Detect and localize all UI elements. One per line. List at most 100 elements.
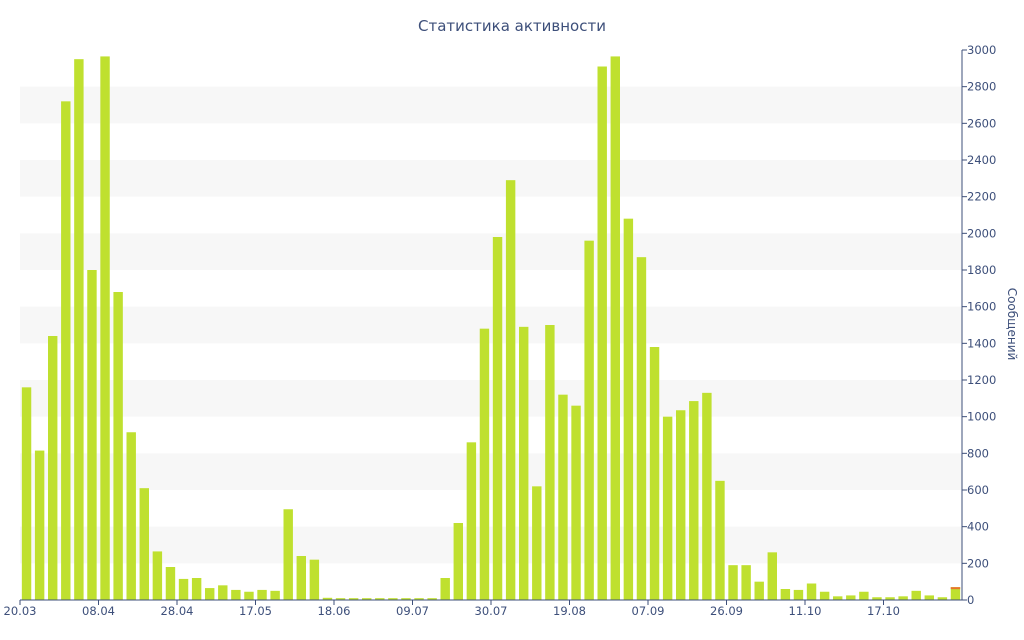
bar	[610, 56, 620, 601]
bar	[231, 589, 241, 600]
bar	[21, 387, 32, 600]
bar	[61, 101, 71, 600]
bar	[375, 598, 385, 600]
bar	[296, 556, 306, 600]
y-axis-ticks: 0 200 400 600 800 1000 1200 1400 1600 1800 2000 220…	[962, 43, 996, 607]
bar	[440, 578, 450, 600]
y-tick-label: 600	[967, 483, 989, 497]
bar	[218, 585, 228, 600]
bar	[885, 597, 895, 600]
bar	[87, 270, 97, 600]
x-tick-label: 09.07	[396, 604, 429, 618]
y-tick-label: 2800	[967, 80, 996, 94]
grid-band	[20, 526, 962, 564]
y-tick-label: 1400	[967, 336, 996, 350]
bar	[205, 588, 215, 600]
bar-top-marker	[950, 587, 961, 590]
y-tick-label: 2400	[967, 153, 996, 167]
x-tick-label: 18.06	[318, 604, 351, 618]
y-tick-label: 200	[967, 556, 989, 570]
bar	[571, 405, 581, 600]
x-tick-label: 17.10	[867, 604, 900, 618]
bar	[74, 59, 84, 601]
bar	[846, 595, 856, 600]
grid-band	[20, 160, 962, 197]
bar	[702, 392, 712, 600]
bar	[689, 401, 699, 600]
bar	[519, 326, 529, 600]
x-axis-ticks: 20.03 08.04 28.04 17.05 18.06 09.07 30.07 19.08…	[4, 600, 900, 618]
bar	[911, 590, 921, 600]
bar	[754, 581, 764, 600]
bar	[427, 598, 437, 600]
grid-band	[20, 306, 962, 344]
bar	[584, 240, 594, 601]
bar	[100, 56, 110, 601]
bar	[505, 180, 516, 601]
bar	[532, 486, 542, 600]
bar	[479, 328, 490, 600]
bar	[492, 237, 503, 600]
x-tick-label: 17.05	[239, 604, 272, 618]
x-tick-label: 20.03	[4, 604, 37, 618]
bar	[113, 292, 123, 600]
bar	[309, 559, 320, 600]
bar	[257, 589, 267, 600]
bar	[322, 597, 333, 600]
bar	[793, 589, 804, 600]
bar	[453, 523, 463, 600]
y-tick-label: 2600	[967, 116, 996, 130]
bar	[178, 578, 189, 600]
y-tick-label: 1000	[967, 410, 996, 424]
bar	[283, 509, 293, 600]
bar	[898, 596, 908, 600]
y-tick-label: 1200	[967, 373, 996, 387]
x-tick-label: 19.08	[553, 604, 586, 618]
bar	[806, 583, 817, 600]
bar	[767, 552, 777, 600]
x-tick-label: 26.09	[710, 604, 743, 618]
bar	[388, 598, 398, 600]
bar	[165, 567, 176, 600]
bar	[676, 410, 686, 600]
bar	[126, 432, 136, 600]
grid-band	[20, 86, 962, 124]
bar	[414, 598, 424, 600]
grid-band	[20, 453, 962, 490]
bar	[244, 591, 254, 600]
bar	[139, 488, 149, 600]
y-tick-label: 1800	[967, 263, 996, 277]
y-tick-label: 2200	[967, 190, 996, 204]
bar	[728, 565, 738, 600]
bar	[741, 565, 751, 600]
bar	[545, 325, 555, 600]
x-tick-label: 07.09	[632, 604, 665, 618]
chart-title: Статистика активности	[418, 17, 606, 35]
bar	[270, 590, 280, 600]
y-axis-title: Сообщений	[1005, 288, 1019, 361]
bar	[872, 597, 882, 600]
bar	[833, 596, 843, 600]
bar	[152, 551, 163, 600]
y-tick-label: 0	[967, 593, 974, 607]
bar	[348, 598, 359, 600]
x-tick-label: 28.04	[161, 604, 194, 618]
x-tick-label: 08.04	[82, 604, 115, 618]
y-tick-label: 1600	[967, 300, 996, 314]
bar	[924, 595, 934, 600]
bar	[48, 336, 58, 600]
bar	[636, 257, 647, 600]
bar	[715, 480, 725, 600]
bar	[466, 442, 477, 600]
bar	[191, 578, 202, 600]
y-tick-label: 800	[967, 446, 989, 460]
bar	[819, 591, 830, 600]
bars	[21, 56, 961, 601]
bar	[623, 218, 634, 601]
x-tick-label: 11.10	[789, 604, 822, 618]
bar	[662, 416, 673, 600]
bar	[362, 598, 372, 600]
bar	[34, 450, 45, 600]
bar	[597, 66, 607, 600]
bar	[401, 598, 411, 600]
